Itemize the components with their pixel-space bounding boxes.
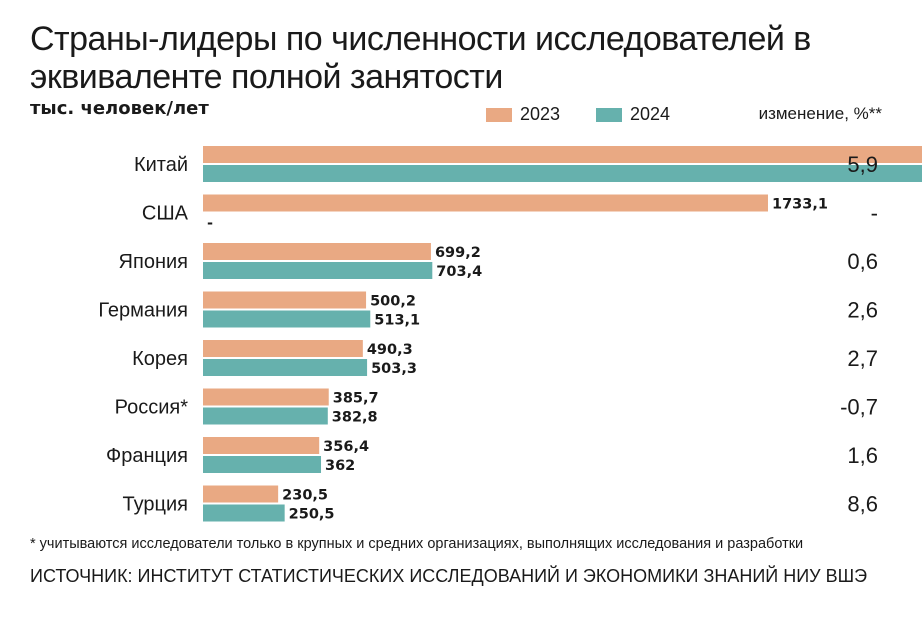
bar-2024-row-4 [203,359,368,376]
legend-swatch-2023 [486,108,512,122]
chart-title: Страны-лидеры по численности исследовате… [30,20,811,96]
footnote: * учитываются исследователи только в кру… [30,536,804,552]
data-label-2023-row-5: 385,7 [333,391,379,407]
data-label-2024-row-1: - [207,216,213,232]
change-value-row-4: 2,7 [847,346,878,371]
data-label-2024-row-3: 513,1 [374,313,420,329]
bar-2023-row-0 [203,146,922,163]
bar-2023-row-2 [203,243,431,260]
change-value-row-2: 0,6 [847,249,878,274]
data-label-2023-row-3: 500,2 [370,294,416,310]
bar-2023-row-7 [203,485,279,503]
change-value-row-0: 5,9 [847,152,878,177]
bar-2023-row-5 [203,388,329,406]
change-value-row-6: 1,6 [847,443,878,468]
category-label-row-6: Франция [106,445,188,467]
data-label-2024-row-5: 382,8 [332,410,378,426]
unit-label: тыс. человек/лет [30,98,209,119]
bar-2023-row-1 [203,194,768,212]
category-label-row-1: США [142,203,189,225]
data-label-2023-row-4: 490,3 [367,342,413,358]
category-label-row-3: Германия [98,300,188,322]
bar-2024-row-0 [203,165,922,182]
bar-2024-row-3 [203,310,371,328]
data-label-2023-row-6: 356,4 [323,439,369,455]
source-note: ИСТОЧНИК: ИНСТИТУТ СТАТИСТИЧЕСКИХ ИССЛЕД… [30,566,868,586]
legend-label-2024: 2024 [630,104,671,124]
bar-2024-row-6 [203,456,322,473]
data-label-2023-row-2: 699,2 [435,245,481,261]
bar-2024-row-5 [203,407,328,425]
category-label-row-5: Россия* [115,397,189,419]
category-label-row-7: Турция [123,494,188,516]
data-label-2024-row-6: 362 [325,458,355,474]
change-value-row-1: - [871,201,878,226]
data-label-2024-row-7: 250,5 [289,507,335,523]
bar-2024-row-7 [203,504,285,522]
change-value-row-5: -0,7 [840,395,878,420]
bar-2023-row-6 [203,437,320,454]
data-label-2024-row-4: 503,3 [371,361,417,377]
data-label-2023-row-1: 1733,1 [772,197,828,213]
bar-2023-row-3 [203,291,367,309]
category-label-row-4: Корея [132,348,188,370]
data-label-2024-row-2: 703,4 [436,264,482,280]
bar-2023-row-4 [203,340,363,357]
change-value-row-3: 2,6 [847,298,878,323]
data-label-2023-row-7: 230,5 [282,488,328,504]
bar-2024-row-2 [203,262,433,279]
category-label-row-0: Китай [134,154,188,176]
legend-swatch-2024 [596,108,622,122]
legend-label-2023: 2023 [520,104,561,124]
category-label-row-2: Япония [119,251,188,273]
change-column-header: изменение, %** [758,104,882,123]
change-value-row-7: 8,6 [847,492,878,517]
